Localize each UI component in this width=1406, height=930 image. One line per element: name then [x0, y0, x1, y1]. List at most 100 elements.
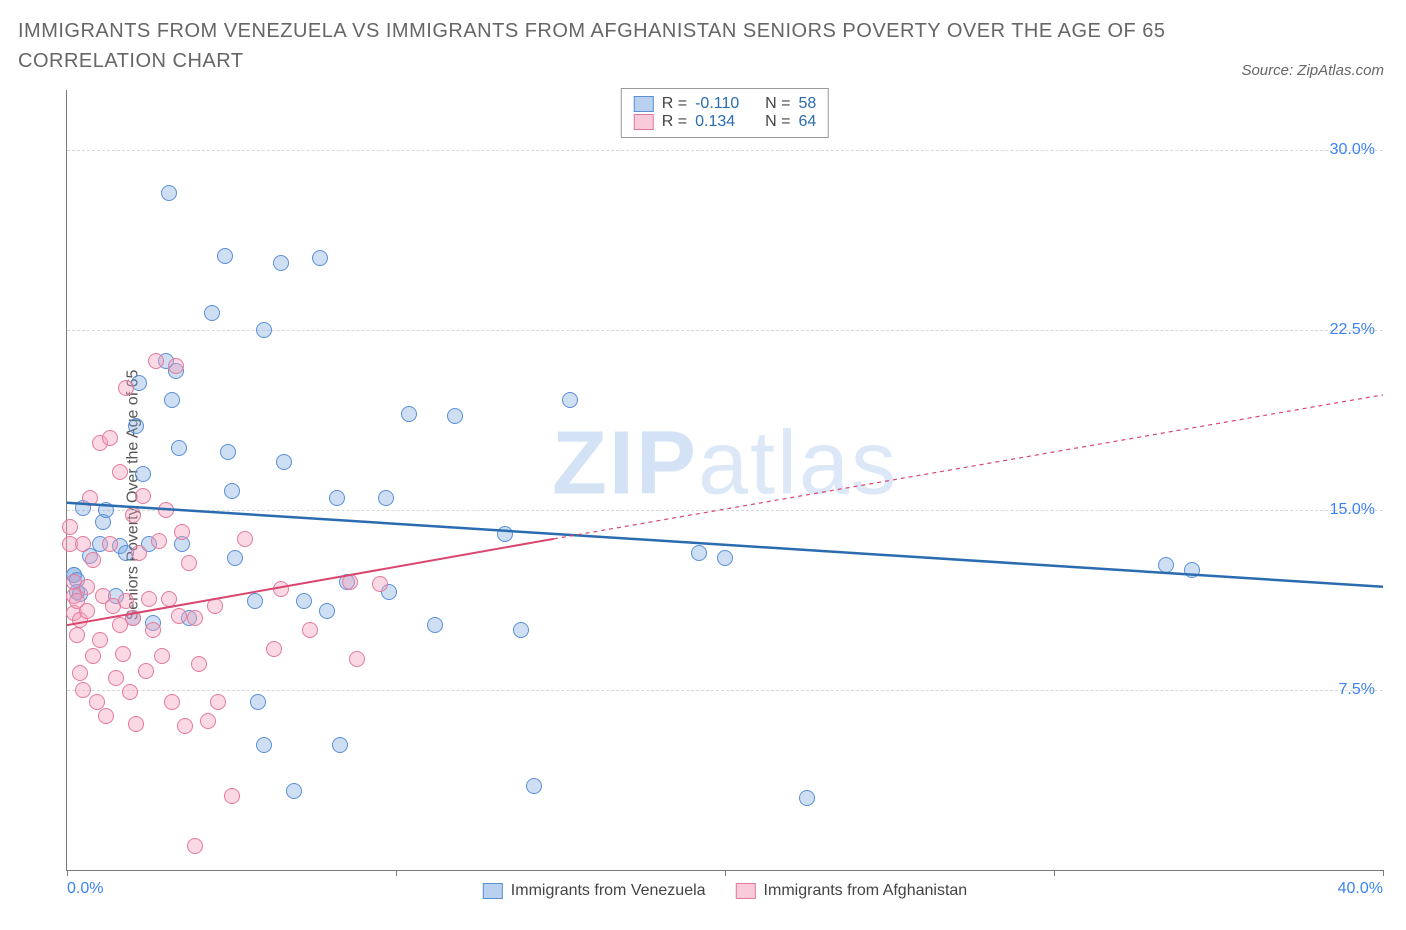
data-point	[161, 185, 177, 201]
swatch-icon	[736, 883, 756, 899]
data-point	[187, 610, 203, 626]
data-point	[89, 694, 105, 710]
gridline	[67, 510, 1383, 511]
data-point	[128, 716, 144, 732]
data-point	[154, 648, 170, 664]
data-point	[177, 718, 193, 734]
data-point	[200, 713, 216, 729]
data-point	[98, 708, 114, 724]
data-point	[69, 627, 85, 643]
data-point	[372, 576, 388, 592]
data-point	[164, 694, 180, 710]
data-point	[125, 507, 141, 523]
data-point	[447, 408, 463, 424]
data-point	[332, 737, 348, 753]
data-point	[224, 788, 240, 804]
y-tick-label: 15.0%	[1330, 501, 1375, 519]
gridline	[67, 690, 1383, 691]
data-point	[266, 641, 282, 657]
n-value-venezuela: 58	[798, 95, 816, 113]
x-tick	[1383, 870, 1384, 876]
x-tick-min-label: 0.0%	[67, 880, 103, 898]
data-point	[217, 248, 233, 264]
watermark: ZIPatlas	[552, 413, 898, 516]
data-point	[1158, 557, 1174, 573]
x-tick	[725, 870, 726, 876]
data-point	[92, 632, 108, 648]
data-point	[401, 406, 417, 422]
data-point	[342, 574, 358, 590]
data-point	[349, 651, 365, 667]
data-point	[128, 418, 144, 434]
data-point	[171, 608, 187, 624]
data-point	[85, 648, 101, 664]
gridline	[67, 150, 1383, 151]
data-point	[187, 838, 203, 854]
data-point	[227, 550, 243, 566]
n-label: N =	[765, 113, 790, 131]
y-tick-label: 30.0%	[1330, 141, 1375, 159]
data-point	[513, 622, 529, 638]
data-point	[273, 581, 289, 597]
plot-area: ZIPatlas R = -0.110 N = 58 R = 0.134 N =…	[66, 90, 1383, 871]
data-point	[158, 502, 174, 518]
data-point	[148, 353, 164, 369]
data-point	[302, 622, 318, 638]
data-point	[562, 392, 578, 408]
legend-label: Immigrants from Afghanistan	[764, 882, 968, 900]
stats-row-venezuela: R = -0.110 N = 58	[634, 95, 816, 113]
data-point	[98, 502, 114, 518]
data-point	[118, 380, 134, 396]
data-point	[204, 305, 220, 321]
data-point	[112, 464, 128, 480]
data-point	[102, 536, 118, 552]
data-point	[319, 603, 335, 619]
data-point	[247, 593, 263, 609]
data-point	[717, 550, 733, 566]
r-value-venezuela: -0.110	[695, 95, 757, 113]
data-point	[427, 617, 443, 633]
x-tick	[1054, 870, 1055, 876]
y-tick-label: 22.5%	[1330, 321, 1375, 339]
data-point	[691, 545, 707, 561]
r-label: R =	[662, 113, 687, 131]
data-point	[237, 531, 253, 547]
data-point	[526, 778, 542, 794]
data-point	[145, 622, 161, 638]
data-point	[207, 598, 223, 614]
data-point	[72, 665, 88, 681]
data-point	[224, 483, 240, 499]
n-value-afghanistan: 64	[798, 113, 816, 131]
swatch-afghanistan	[634, 114, 654, 130]
data-point	[79, 603, 95, 619]
source-attribution: Source: ZipAtlas.com	[1241, 62, 1384, 79]
data-point	[256, 322, 272, 338]
data-point	[108, 670, 124, 686]
data-point	[168, 358, 184, 374]
data-point	[135, 488, 151, 504]
x-tick-max-label: 40.0%	[1338, 880, 1383, 898]
r-label: R =	[662, 95, 687, 113]
data-point	[1184, 562, 1200, 578]
data-point	[329, 490, 345, 506]
data-point	[79, 579, 95, 595]
data-point	[102, 430, 118, 446]
data-point	[131, 545, 147, 561]
data-point	[296, 593, 312, 609]
data-point	[210, 694, 226, 710]
data-point	[85, 552, 101, 568]
chart-title: IMMIGRANTS FROM VENEZUELA VS IMMIGRANTS …	[18, 16, 1206, 76]
data-point	[75, 536, 91, 552]
data-point	[286, 783, 302, 799]
data-point	[125, 610, 141, 626]
data-point	[256, 737, 272, 753]
data-point	[161, 591, 177, 607]
swatch-icon	[483, 883, 503, 899]
series-legend: Immigrants from Venezuela Immigrants fro…	[483, 882, 967, 900]
data-point	[378, 490, 394, 506]
x-tick	[67, 870, 68, 876]
data-point	[181, 555, 197, 571]
data-point	[171, 440, 187, 456]
data-point	[151, 533, 167, 549]
legend-item-venezuela: Immigrants from Venezuela	[483, 882, 706, 900]
